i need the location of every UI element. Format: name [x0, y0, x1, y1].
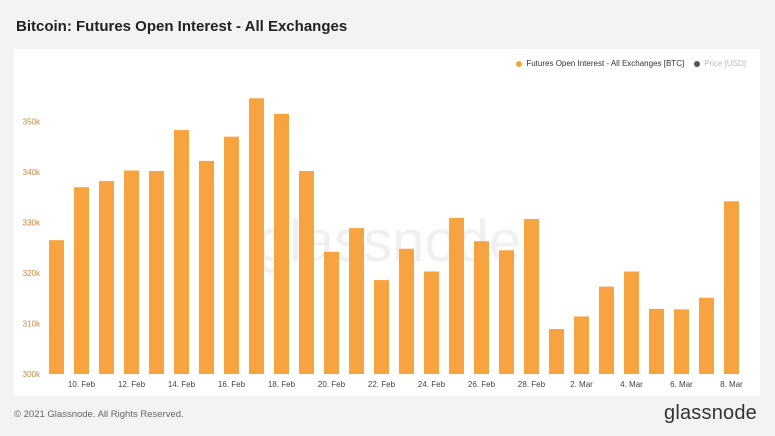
bar-18-feb[interactable]: [274, 113, 289, 375]
bar-13-feb[interactable]: [149, 170, 164, 374]
bar-19-feb[interactable]: [299, 170, 314, 374]
y-tick-label: 320k: [23, 269, 41, 278]
legend-label-open-interest: Futures Open Interest - All Exchanges [B…: [526, 59, 685, 68]
bar-28-feb[interactable]: [524, 218, 539, 374]
legend-dot-price: [694, 60, 701, 67]
x-tick-label: 10. Feb: [68, 380, 96, 389]
x-tick-label: 8. Mar: [720, 380, 743, 389]
chart-title: Bitcoin: Futures Open Interest - All Exc…: [16, 18, 348, 35]
legend-dot-open-interest: [516, 60, 523, 67]
x-tick-label: 4. Mar: [620, 380, 643, 389]
bar-27-feb[interactable]: [499, 250, 514, 374]
copyright-text: © 2021 Glassnode. All Rights Reserved.: [14, 409, 184, 420]
chart-card: glassnode 300k 310k 320k 330k 340k 350k 10. F…: [14, 49, 760, 396]
bar-23-feb[interactable]: [399, 248, 414, 374]
bars-group: [49, 98, 739, 375]
x-tick-label: 16. Feb: [218, 380, 246, 389]
bar-16-feb[interactable]: [224, 136, 239, 374]
y-tick-label: 310k: [23, 320, 41, 329]
x-tick-label: 26. Feb: [468, 380, 496, 389]
bar-10-feb[interactable]: [74, 187, 89, 374]
x-tick-label: 14. Feb: [168, 380, 196, 389]
bar-24-feb[interactable]: [424, 271, 439, 374]
bar-15-feb[interactable]: [199, 160, 214, 374]
x-axis: 10. Feb 12. Feb 14. Feb 16. Feb 18. Feb 20. F…: [68, 380, 743, 389]
bar-26-feb[interactable]: [474, 241, 489, 374]
bar-7-mar[interactable]: [699, 297, 714, 374]
bar-11-feb[interactable]: [99, 181, 114, 374]
bar-1-mar[interactable]: [549, 329, 564, 374]
x-tick-label: 22. Feb: [368, 380, 396, 389]
bar-25-feb[interactable]: [449, 217, 464, 374]
bar-6-mar[interactable]: [674, 309, 689, 374]
x-tick-label: 28. Feb: [518, 380, 546, 389]
x-tick-label: 18. Feb: [268, 380, 296, 389]
y-tick-label: 340k: [23, 168, 41, 177]
bar-20-feb[interactable]: [324, 251, 339, 374]
legend-item-price[interactable]: Price [USD]: [694, 59, 746, 68]
x-tick-label: 6. Mar: [670, 380, 693, 389]
x-tick-label: 24. Feb: [418, 380, 446, 389]
x-tick-label: 20. Feb: [318, 380, 346, 389]
bar-8-mar[interactable]: [724, 201, 739, 374]
bar-4-mar[interactable]: [624, 271, 639, 374]
glassnode-logo[interactable]: glassnode: [664, 402, 757, 424]
bar-14-feb[interactable]: [174, 130, 189, 374]
x-tick-label: 2. Mar: [570, 380, 593, 389]
y-tick-label: 330k: [23, 219, 41, 228]
bar-9-feb[interactable]: [49, 240, 64, 374]
bar-12-feb[interactable]: [124, 170, 139, 374]
y-axis: 300k 310k 320k 330k 340k 350k: [23, 118, 41, 380]
bar-5-mar[interactable]: [649, 308, 664, 374]
bar-21-feb[interactable]: [349, 228, 364, 374]
legend-item-open-interest[interactable]: Futures Open Interest - All Exchanges [B…: [516, 59, 684, 68]
legend: Futures Open Interest - All Exchanges [B…: [516, 59, 746, 68]
bar-2-mar[interactable]: [574, 316, 589, 374]
bar-22-feb[interactable]: [374, 280, 389, 374]
y-tick-label: 350k: [23, 118, 41, 127]
legend-label-price: Price [USD]: [704, 59, 746, 68]
y-tick-label: 300k: [23, 370, 41, 379]
bar-3-mar[interactable]: [599, 286, 614, 374]
bar-17-feb[interactable]: [249, 98, 264, 374]
x-tick-label: 12. Feb: [118, 380, 146, 389]
